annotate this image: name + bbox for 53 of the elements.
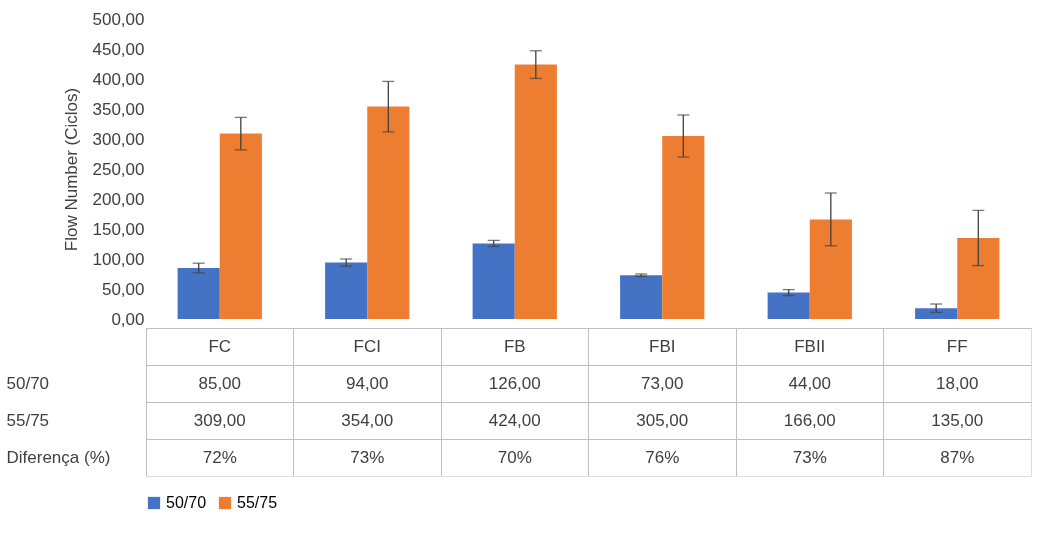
data-label: 73,00 [640,373,684,393]
bar [957,238,1000,319]
x-tick-label: FC [208,336,232,356]
y-tick-label: 350,00 [92,99,145,119]
bar [177,268,220,319]
text: 73% [350,447,385,467]
x-tick-label: FCI [353,336,381,356]
bar [915,308,958,319]
text: 55/75 [6,410,50,430]
y-tick-label: 0,00 [111,309,145,329]
bar [620,275,663,319]
data-label: 85,00 [198,373,242,393]
text: 70% [497,447,532,467]
data-label: 94,00 [345,373,389,393]
bar [767,292,810,319]
data-label: 126,00 [488,373,541,393]
y-tick-label: 200,00 [92,189,145,209]
text: 73% [792,447,827,467]
data-label: 18,00 [935,373,979,393]
data-label: 166,00 [783,410,836,430]
data-label: 305,00 [636,410,689,430]
bar [367,106,410,319]
bar [662,136,705,319]
x-tick-label: FF [946,336,968,356]
text: 76% [645,447,680,467]
y-tick-label: 250,00 [92,159,145,179]
data-label: 135,00 [931,410,984,430]
bar [219,133,262,319]
y-tick-label: 450,00 [92,39,145,59]
x-tick-label: FBI [649,336,676,356]
data-label: 424,00 [488,410,541,430]
y-tick-label: 500,00 [92,9,145,29]
legend-label: 50/70 [166,494,207,511]
y-tick-label: 50,00 [101,279,145,299]
data-label: 309,00 [193,410,246,430]
text: 72% [202,447,237,467]
y-tick-label: 300,00 [92,129,145,149]
bar [514,64,557,319]
text: Diferença (%) [6,447,111,467]
legend-label: 55/75 [237,494,278,511]
bar [472,243,515,319]
y-tick-label: 400,00 [92,69,145,89]
text: 87% [940,447,975,467]
x-tick-label: FB [503,336,526,356]
y-tick-label: 100,00 [92,249,145,269]
data-label: 354,00 [341,410,394,430]
data-label: 44,00 [788,373,832,393]
y-tick-label: 150,00 [92,219,145,239]
y-axis-title: Flow Number (Ciclos) [61,87,81,252]
bar [325,262,368,319]
text: 50/70 [6,373,50,393]
bar [809,219,852,319]
x-tick-label: FBII [794,336,826,356]
